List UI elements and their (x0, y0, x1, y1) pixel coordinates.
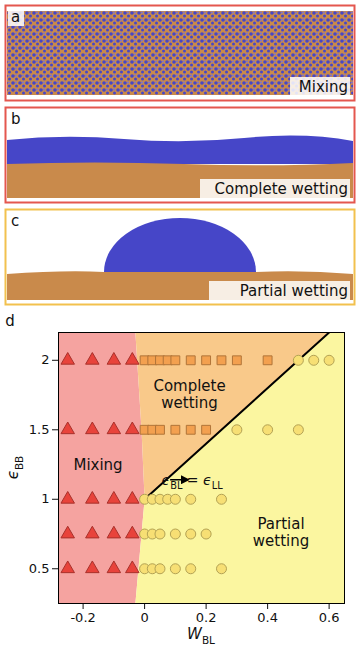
svg-text:1.5: 1.5 (29, 422, 50, 437)
svg-text:a: a (11, 8, 20, 26)
svg-text:Partialwetting: Partialwetting (253, 515, 309, 550)
svg-text:Completewetting: Completewetting (153, 377, 225, 412)
svg-text:c: c (11, 212, 19, 230)
svg-text:-0.2: -0.2 (70, 610, 95, 625)
svg-text:2: 2 (41, 352, 49, 367)
svg-text:0.2: 0.2 (196, 610, 217, 625)
svg-text:ϵBL = ϵLL: ϵBL = ϵLL (162, 472, 224, 491)
svg-text:0.5: 0.5 (29, 561, 50, 576)
svg-text:1: 1 (41, 491, 49, 506)
svg-text:Complete wetting: Complete wetting (214, 180, 348, 198)
svg-text:0: 0 (140, 610, 148, 625)
svg-text:Mixing: Mixing (299, 78, 348, 96)
svg-text:0.6: 0.6 (319, 610, 340, 625)
svg-text:ϵBB: ϵBB (4, 456, 25, 480)
svg-text:Mixing: Mixing (73, 456, 122, 474)
svg-text:d: d (5, 312, 15, 330)
svg-text:WBL: WBL (187, 625, 215, 645)
svg-text:b: b (11, 110, 21, 128)
svg-text:0.4: 0.4 (257, 610, 278, 625)
svg-text:Partial wetting: Partial wetting (240, 282, 348, 300)
